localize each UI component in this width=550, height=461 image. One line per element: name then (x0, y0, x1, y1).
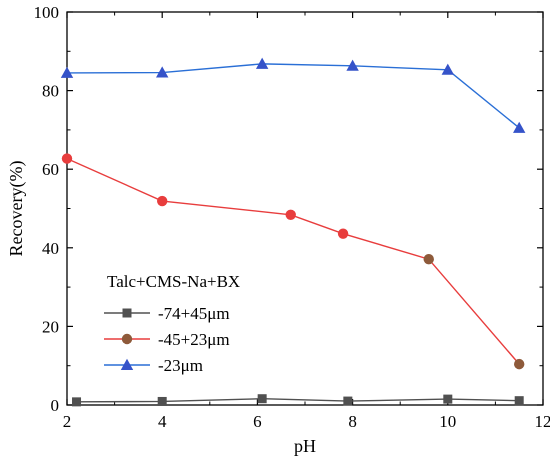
legend-entry: -45+23μm (104, 330, 230, 349)
data-point (337, 228, 349, 239)
series-line (66, 157, 520, 365)
x-tick-label: 10 (439, 412, 456, 431)
series-square (72, 394, 524, 407)
data-point (343, 396, 353, 406)
plot-frame (66, 11, 544, 406)
legend-marker (120, 358, 134, 370)
data-point (257, 394, 267, 404)
data-point (60, 66, 74, 78)
data-point (157, 195, 168, 207)
x-tick-label: 12 (535, 412, 550, 431)
y-tick-label: 0 (51, 396, 60, 415)
legend-entry: -74+45μm (104, 304, 230, 323)
legend-label: -23μm (158, 356, 203, 375)
series-circle (61, 153, 525, 370)
legend-label: -74+45μm (158, 304, 230, 323)
y-tick-label: 40 (42, 239, 59, 258)
data-point (72, 397, 82, 407)
x-tick-label: 8 (348, 412, 357, 431)
data-point (255, 57, 269, 69)
data-point (61, 153, 73, 164)
x-axis-title: pH (294, 436, 316, 456)
series-line (66, 63, 520, 129)
data-point (157, 396, 167, 406)
legend: Talc+CMS-Na+BX -74+45μm -45+23μm -23μm (104, 272, 240, 375)
legend-marker (122, 308, 132, 318)
y-tick-label: 80 (42, 82, 59, 101)
plot-area (66, 11, 544, 406)
x-tick-label: 4 (158, 412, 167, 431)
legend-entry: -23μm (104, 356, 203, 375)
data-point (285, 209, 296, 220)
data-point (514, 396, 524, 406)
series-triangle (60, 57, 526, 133)
data-point (156, 66, 169, 78)
data-point (346, 59, 359, 71)
data-point (514, 358, 525, 370)
y-tick-label: 100 (34, 3, 60, 22)
data-point (423, 253, 434, 265)
x-tick-label: 2 (63, 412, 72, 431)
y-tick-label: 60 (42, 160, 59, 179)
data-point (443, 394, 453, 404)
x-tick-label: 6 (253, 412, 262, 431)
data-point (513, 121, 526, 133)
legend-title: Talc+CMS-Na+BX (107, 272, 240, 291)
series-line (76, 398, 520, 403)
y-tick-label: 20 (42, 317, 59, 336)
y-axis-title: Recovery(%) (6, 161, 27, 257)
legend-label: -45+23μm (158, 330, 230, 349)
axes: 2 4 6 8 10 12 0 20 40 60 80 100 (34, 3, 550, 431)
data-point (441, 63, 454, 75)
legend-marker (121, 333, 133, 345)
series-layer (60, 57, 526, 407)
